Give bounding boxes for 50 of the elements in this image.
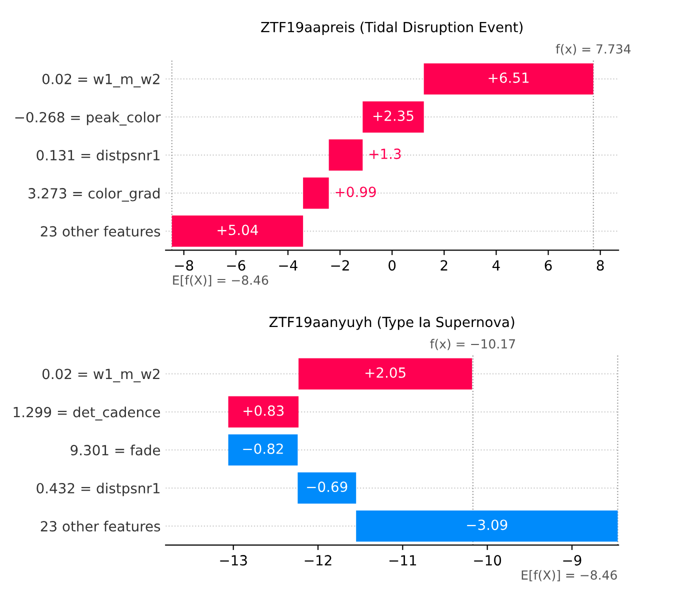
y-tick-label: 23 other features <box>40 226 160 237</box>
y-tick-label: 3.273 = color_grad <box>28 188 160 202</box>
x-tick-label: −2 <box>331 260 349 270</box>
data-label: +1.3 <box>370 148 401 160</box>
x-tick-label: −10 <box>474 555 502 566</box>
y-tick-label: 0.432 = distpsnr1 <box>36 482 160 496</box>
data-label: −0.82 <box>243 443 283 454</box>
data-label: +2.35 <box>373 110 414 122</box>
bar <box>424 63 594 95</box>
data-label: +2.05 <box>365 367 406 378</box>
y-tick-label: 0.131 = distpsnr1 <box>36 150 160 164</box>
chart-title: ZTF19aanyuyh (Type Ia Supernova) <box>269 316 514 330</box>
data-label: +6.51 <box>488 72 529 83</box>
y-tick-label: 1.299 = det_cadence <box>14 406 160 420</box>
x-tick-label: 0 <box>388 260 396 271</box>
bar <box>172 216 304 247</box>
ref-line-label: E[f(X)] = −8.46 <box>522 570 617 582</box>
data-label: +0.99 <box>336 186 376 198</box>
ref-line-label: f(x) = −10.17 <box>430 338 515 350</box>
bar <box>228 434 298 466</box>
x-tick-label: −6 <box>227 260 246 271</box>
ref-line-label: E[f(X)] = −8.46 <box>173 275 268 286</box>
y-tick-label: −0.268 = peak_color <box>15 112 161 126</box>
bar <box>362 101 424 133</box>
x-tick-label: −11 <box>389 555 416 566</box>
data-label: +5.04 <box>218 224 258 236</box>
ref-line-label: f(x) = 7.734 <box>556 44 631 56</box>
bar <box>228 396 299 428</box>
y-tick-label: 23 other features <box>40 520 160 532</box>
y-tick-label: 0.02 = w1_m_w2 <box>42 368 160 382</box>
bar <box>298 472 356 504</box>
bar <box>328 139 363 171</box>
data-label: −3.09 <box>467 520 508 530</box>
y-tick-label: 0.02 = w1_m_w2 <box>42 74 160 88</box>
x-tick-label: 2 <box>440 260 448 270</box>
data-label: −0.69 <box>307 482 348 492</box>
x-tick-label: −4 <box>279 260 298 270</box>
data-label: +0.83 <box>244 405 284 416</box>
x-tick-label: −13 <box>220 555 247 566</box>
x-tick-label: 8 <box>596 260 604 271</box>
chart-title: ZTF19aapreis (Tidal Disruption Event) <box>261 22 522 36</box>
y-tick-label: 9.301 = fade <box>70 444 160 456</box>
bar <box>356 510 618 542</box>
bar <box>303 177 329 209</box>
x-tick-label: −12 <box>304 555 332 566</box>
x-tick-label: 6 <box>544 260 552 271</box>
x-tick-label: −8 <box>175 260 194 271</box>
bar <box>298 358 472 390</box>
x-tick-label: 4 <box>492 260 500 270</box>
x-tick-label: −9 <box>563 555 582 566</box>
